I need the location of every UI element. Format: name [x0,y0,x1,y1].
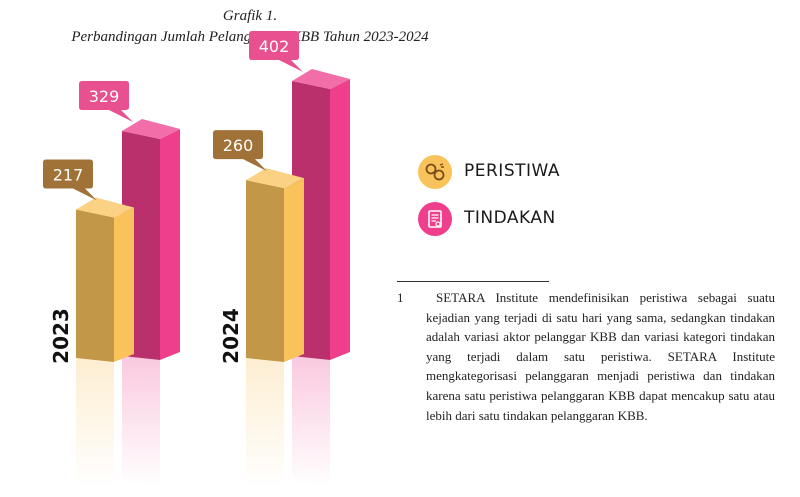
bar-chart: 329 217 2023 402 260 2024 [43,31,350,488]
data-label: 260 [223,136,254,155]
legend-item-peristiwa: PERISTIWA [418,155,618,191]
category-label: 2023 [49,308,73,364]
footnote-divider [397,281,549,282]
document-icon [418,202,452,236]
data-label: 402 [259,37,290,56]
legend-label: TINDAKAN [464,208,556,228]
bar-top [76,197,134,218]
bar-front [76,209,114,362]
value-callout [249,31,303,72]
legend-label: PERISTIWA [464,161,561,181]
value-callout [213,130,267,172]
value-callout [43,159,97,201]
bar-top [122,118,180,139]
bar-reflection [292,356,330,486]
data-label: 217 [53,166,84,185]
bar-top [246,168,304,189]
value-callout [79,80,133,122]
category-label: 2024 [219,308,243,364]
bar-reflection [76,358,114,488]
bar-front [246,180,284,362]
bar-reflection [122,356,160,486]
legend-item-tindakan: TINDAKAN [418,202,618,238]
footnote: 1 SETARA Institute mendefinisikan perist… [397,288,775,425]
bar-top [292,69,350,89]
footnote-number: 1 [397,290,404,305]
data-label: 329 [89,87,120,106]
bar-side [330,79,350,360]
footnote-text: SETARA Institute mendefinisikan peristiw… [426,290,775,423]
bar-side [160,128,180,360]
handcuffs-icon [418,155,452,189]
caption-number: Grafik 1. [222,8,278,24]
bar-side [114,207,134,362]
bar-reflection [246,358,284,488]
bar-side [284,178,304,362]
